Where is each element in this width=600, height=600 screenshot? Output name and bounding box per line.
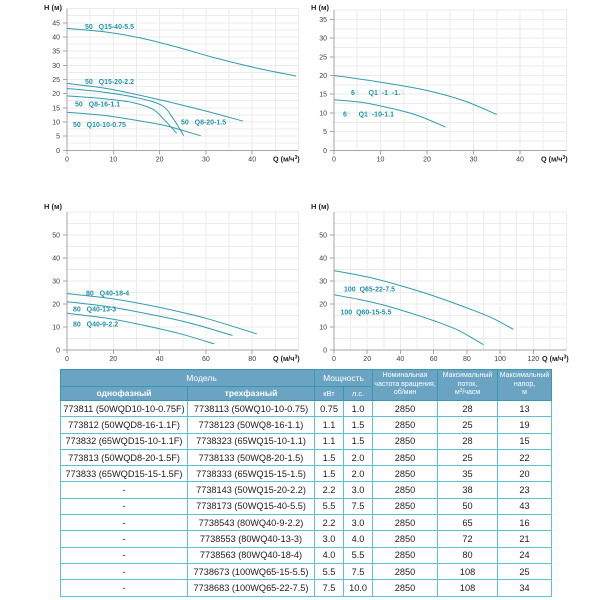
svg-text:H (м): H (м) [44, 3, 63, 12]
svg-text:30: 30 [319, 36, 327, 43]
svg-text:20: 20 [52, 91, 60, 98]
svg-text:Q (м/ч3): Q (м/ч3) [273, 155, 300, 164]
svg-text:20: 20 [423, 156, 431, 163]
svg-text:10: 10 [52, 120, 60, 127]
svg-text:0: 0 [56, 148, 60, 155]
svg-text:80 Q40-18-4: 80 Q40-18-4 [86, 290, 129, 297]
svg-text:Q (м/ч3): Q (м/ч3) [541, 155, 568, 164]
svg-text:80: 80 [248, 356, 256, 363]
svg-text:100 Q60-15-5.5: 100 Q60-15-5.5 [341, 310, 392, 317]
svg-text:20: 20 [363, 356, 371, 363]
svg-text:5: 5 [56, 134, 60, 141]
svg-text:15: 15 [52, 105, 60, 112]
svg-text:40: 40 [397, 356, 405, 363]
svg-text:20: 20 [52, 302, 60, 309]
svg-text:40: 40 [52, 256, 60, 263]
svg-text:0: 0 [65, 356, 69, 363]
svg-text:65 Q15-10-1.1: 65 Q15-10-1.1 [343, 112, 394, 119]
svg-text:30: 30 [52, 279, 60, 286]
svg-text:Q (м/ч3): Q (м/ч3) [542, 354, 569, 363]
svg-text:H (м): H (м) [311, 3, 330, 12]
svg-text:10: 10 [109, 156, 117, 163]
svg-text:100 Q65-22-7.5: 100 Q65-22-7.5 [344, 287, 395, 294]
svg-text:50: 50 [319, 233, 327, 240]
svg-text:20: 20 [319, 73, 327, 80]
svg-text:20: 20 [109, 356, 117, 363]
svg-text:30: 30 [319, 279, 327, 286]
svg-text:50 Q8-16-1.1: 50 Q8-16-1.1 [75, 102, 120, 109]
svg-text:0: 0 [323, 348, 327, 355]
svg-text:5: 5 [323, 129, 327, 136]
svg-text:50 Q15-20-2.2: 50 Q15-20-2.2 [85, 79, 134, 86]
svg-text:0: 0 [65, 156, 69, 163]
svg-text:0: 0 [323, 148, 327, 155]
svg-text:50 Q8-20-1.5: 50 Q8-20-1.5 [181, 120, 226, 127]
svg-text:0: 0 [332, 356, 336, 363]
svg-text:80: 80 [463, 356, 471, 363]
svg-text:10: 10 [52, 325, 60, 332]
svg-text:40: 40 [516, 156, 524, 163]
svg-text:60: 60 [430, 356, 438, 363]
svg-text:20: 20 [156, 156, 164, 163]
svg-text:65 Q15-15-1.5: 65 Q15-15-1.5 [351, 90, 404, 97]
svg-text:Q (м/ч3): Q (м/ч3) [273, 354, 300, 363]
svg-text:40: 40 [319, 256, 327, 263]
svg-text:25: 25 [319, 54, 327, 61]
svg-text:45: 45 [52, 20, 60, 27]
svg-text:35: 35 [319, 17, 327, 24]
svg-text:80 Q40-13-3: 80 Q40-13-3 [73, 306, 116, 313]
svg-text:25: 25 [52, 77, 60, 84]
svg-text:35: 35 [52, 49, 60, 56]
svg-text:10: 10 [377, 156, 385, 163]
svg-text:50 Q15-40-5.5: 50 Q15-40-5.5 [85, 24, 134, 31]
svg-text:H (м): H (м) [44, 202, 63, 211]
svg-text:30: 30 [470, 156, 478, 163]
svg-text:40: 40 [156, 356, 164, 363]
svg-text:H (м): H (м) [311, 202, 330, 211]
svg-text:10: 10 [319, 110, 327, 117]
svg-text:120: 120 [527, 356, 539, 363]
svg-text:40: 40 [52, 34, 60, 41]
svg-text:80 Q40-9-2.2: 80 Q40-9-2.2 [73, 322, 118, 329]
svg-text:30: 30 [202, 156, 210, 163]
svg-text:60: 60 [202, 356, 210, 363]
svg-text:50 Q10-10-0.75: 50 Q10-10-0.75 [73, 122, 126, 129]
svg-text:10: 10 [319, 325, 327, 332]
svg-text:50: 50 [52, 233, 60, 240]
svg-text:30: 30 [52, 63, 60, 70]
svg-text:0: 0 [332, 156, 336, 163]
svg-text:40: 40 [248, 156, 256, 163]
svg-text:100: 100 [494, 356, 506, 363]
svg-text:15: 15 [319, 92, 327, 99]
svg-text:0: 0 [56, 348, 60, 355]
svg-text:20: 20 [319, 302, 327, 309]
